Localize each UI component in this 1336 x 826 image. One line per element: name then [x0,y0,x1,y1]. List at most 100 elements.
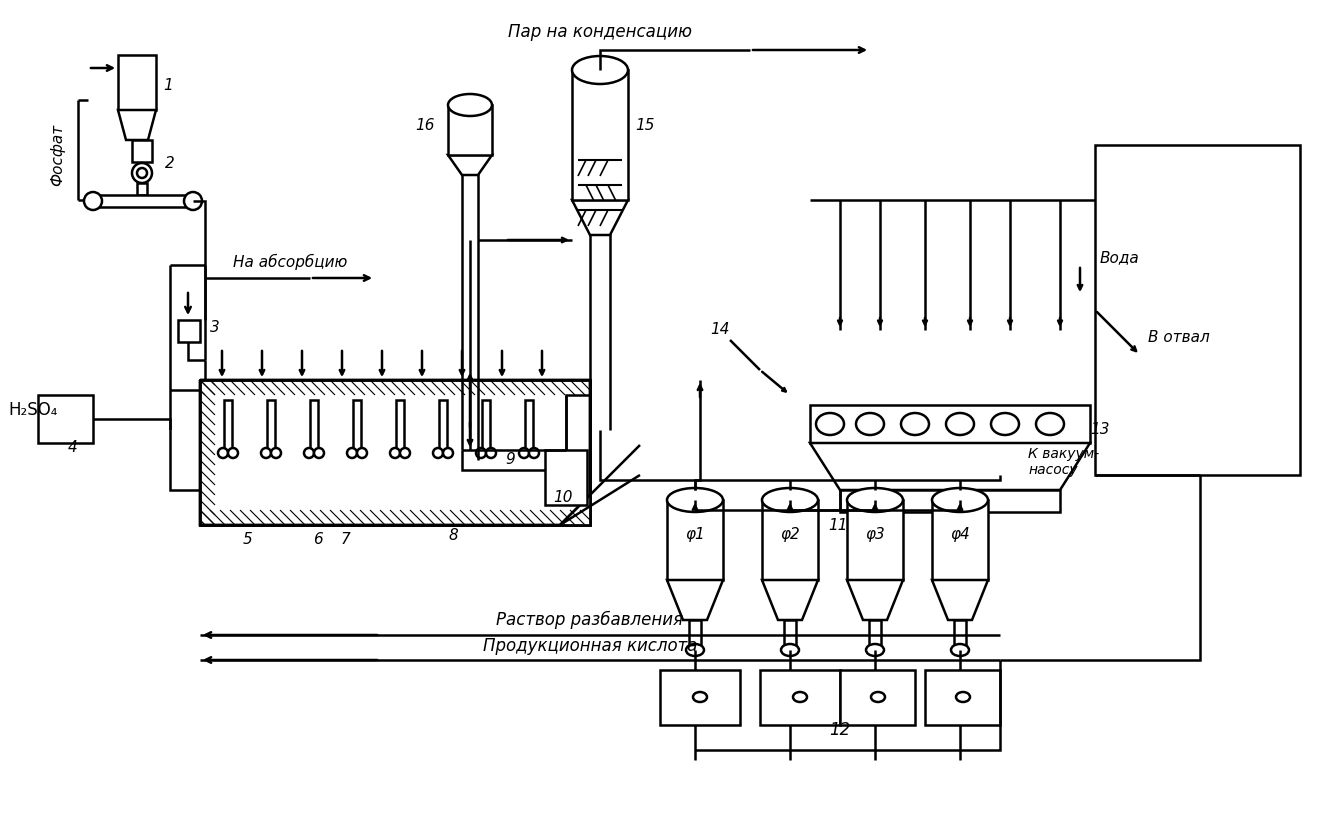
Text: φ2: φ2 [780,528,800,543]
Circle shape [390,448,399,458]
Bar [840,490,1059,512]
Bar [925,670,1001,725]
Bar [667,500,723,580]
Bar [395,400,403,450]
Ellipse shape [847,488,903,512]
Text: φ4: φ4 [950,528,970,543]
Bar [689,620,701,650]
Bar [353,400,361,450]
Circle shape [476,448,486,458]
Bar [572,70,628,200]
Text: На абсорбцию: На абсорбцию [232,254,347,270]
Text: Пар на конденсацию: Пар на конденсацию [508,23,692,41]
Bar [545,450,587,505]
Text: 10: 10 [553,490,573,505]
Circle shape [184,192,202,210]
Circle shape [518,448,529,458]
Ellipse shape [782,644,799,656]
Bar [840,670,915,725]
Bar [200,507,591,525]
Circle shape [132,163,152,183]
Bar [37,395,94,443]
Ellipse shape [871,692,884,702]
Polygon shape [572,200,628,235]
Text: 13: 13 [1090,423,1110,438]
Bar [267,400,275,450]
Polygon shape [762,580,818,620]
Circle shape [347,448,357,458]
Polygon shape [118,110,156,140]
Text: Продукционная кислота: Продукционная кислота [482,637,697,655]
Bar [572,398,591,507]
Text: 14: 14 [711,322,729,338]
Text: 5: 5 [243,533,253,548]
Text: Фосфат: Фосфат [51,124,65,186]
Text: 12: 12 [830,721,851,739]
Circle shape [314,448,325,458]
Bar [933,500,989,580]
Ellipse shape [816,413,844,435]
Polygon shape [933,580,989,620]
Ellipse shape [946,413,974,435]
Ellipse shape [572,56,628,84]
Ellipse shape [693,692,707,702]
Ellipse shape [866,644,884,656]
Circle shape [305,448,314,458]
Circle shape [84,192,102,210]
Text: 8: 8 [448,528,458,543]
Circle shape [529,448,538,458]
Text: φ1: φ1 [685,528,705,543]
Text: К вакуум-
насосу: К вакуум- насосу [1027,447,1100,477]
Circle shape [138,168,147,178]
Circle shape [399,448,410,458]
Ellipse shape [951,644,969,656]
Polygon shape [667,580,723,620]
Ellipse shape [685,644,704,656]
Polygon shape [448,155,492,175]
Bar [810,405,1090,443]
Circle shape [218,448,228,458]
Text: φ3: φ3 [866,528,884,543]
Circle shape [486,448,496,458]
Text: 6: 6 [313,533,323,548]
Text: Вода: Вода [1100,250,1140,265]
Text: 1: 1 [163,78,172,93]
Bar [868,620,880,650]
Ellipse shape [1035,413,1063,435]
Ellipse shape [762,488,818,512]
Bar [1096,145,1300,475]
Bar [200,398,218,507]
Bar [215,395,570,510]
Bar [118,55,156,110]
Polygon shape [847,580,903,620]
Text: 7: 7 [341,533,350,548]
Text: Раствор разбавления: Раствор разбавления [497,611,684,629]
Ellipse shape [991,413,1019,435]
Text: 11: 11 [828,518,848,533]
Text: 16: 16 [415,117,434,132]
Bar [224,400,232,450]
Bar [440,400,448,450]
Text: 3: 3 [210,320,220,335]
Bar [762,500,818,580]
Text: 2: 2 [166,155,175,170]
Ellipse shape [900,413,929,435]
Text: 4: 4 [68,439,77,454]
Bar [178,320,200,342]
Circle shape [261,448,271,458]
Bar [760,670,840,725]
Bar [525,400,533,450]
Text: H₂SO₄: H₂SO₄ [8,401,57,419]
Bar [200,380,591,525]
Circle shape [271,448,281,458]
Ellipse shape [667,488,723,512]
Circle shape [444,448,453,458]
Bar [138,183,147,195]
Ellipse shape [957,692,970,702]
Ellipse shape [794,692,807,702]
Ellipse shape [933,488,989,512]
Ellipse shape [448,94,492,116]
Bar [847,500,903,580]
Polygon shape [810,443,1090,490]
Bar [954,620,966,650]
